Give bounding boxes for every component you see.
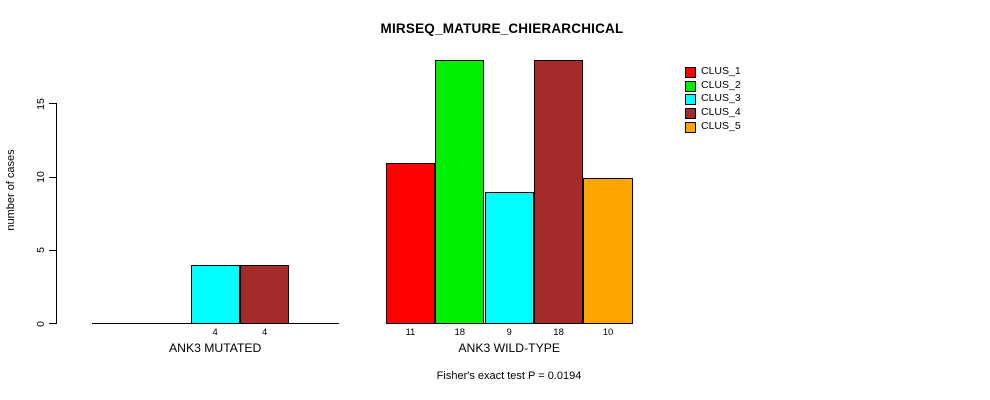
legend-swatch-clus_1 bbox=[685, 67, 696, 78]
chart-title: MIRSEQ_MATURE_CHIERARCHICAL bbox=[380, 21, 624, 36]
y-axis-tick bbox=[49, 103, 56, 105]
y-axis-label: number of cases bbox=[5, 149, 17, 231]
legend-label: CLUS_2 bbox=[701, 78, 741, 91]
bar-value-label: 4 bbox=[261, 327, 268, 338]
y-axis-tick bbox=[49, 323, 56, 324]
bar-value-label: 4 bbox=[212, 327, 218, 338]
legend-swatch-clus_3 bbox=[685, 94, 696, 106]
bar-clus_1 bbox=[385, 162, 436, 324]
legend-swatch-clus_4 bbox=[685, 108, 696, 120]
annotation-fisher-test: Fisher's exact test P = 0.0194 bbox=[436, 370, 582, 382]
y-axis-tick-label: 0 bbox=[35, 320, 47, 327]
y-axis-line bbox=[56, 103, 57, 324]
y-axis-tick-label: 5 bbox=[35, 247, 47, 254]
bar-value-label: 9 bbox=[506, 327, 512, 338]
bar-clus_4 bbox=[239, 265, 290, 324]
legend-label: CLUS_5 bbox=[701, 119, 741, 132]
y-axis-tick bbox=[49, 176, 56, 178]
bar-value-label: 18 bbox=[553, 327, 564, 338]
bar-clus_3 bbox=[484, 192, 534, 324]
bar-value-label: 18 bbox=[454, 327, 466, 338]
y-axis-tick-label: 10 bbox=[35, 171, 47, 183]
bar-clus_4 bbox=[533, 60, 584, 324]
legend-label: CLUS_3 bbox=[701, 92, 741, 105]
legend-swatch-clus_2 bbox=[685, 80, 696, 92]
category-label: ANK3 WILD-TYPE bbox=[458, 341, 560, 355]
bar-value-label: 10 bbox=[602, 327, 614, 338]
bar-clus_5 bbox=[583, 177, 633, 324]
bar-clus_3 bbox=[190, 265, 240, 324]
bar-clus_2 bbox=[435, 60, 485, 324]
y-axis-tick-label: 15 bbox=[35, 97, 47, 110]
legend-swatch-clus_5 bbox=[685, 121, 696, 133]
category-label: ANK3 MUTATED bbox=[169, 341, 262, 355]
bar-value-label: 11 bbox=[405, 327, 416, 338]
legend-label: CLUS_4 bbox=[701, 106, 741, 119]
y-axis-tick bbox=[49, 249, 56, 251]
legend-label: CLUS_1 bbox=[701, 65, 741, 77]
